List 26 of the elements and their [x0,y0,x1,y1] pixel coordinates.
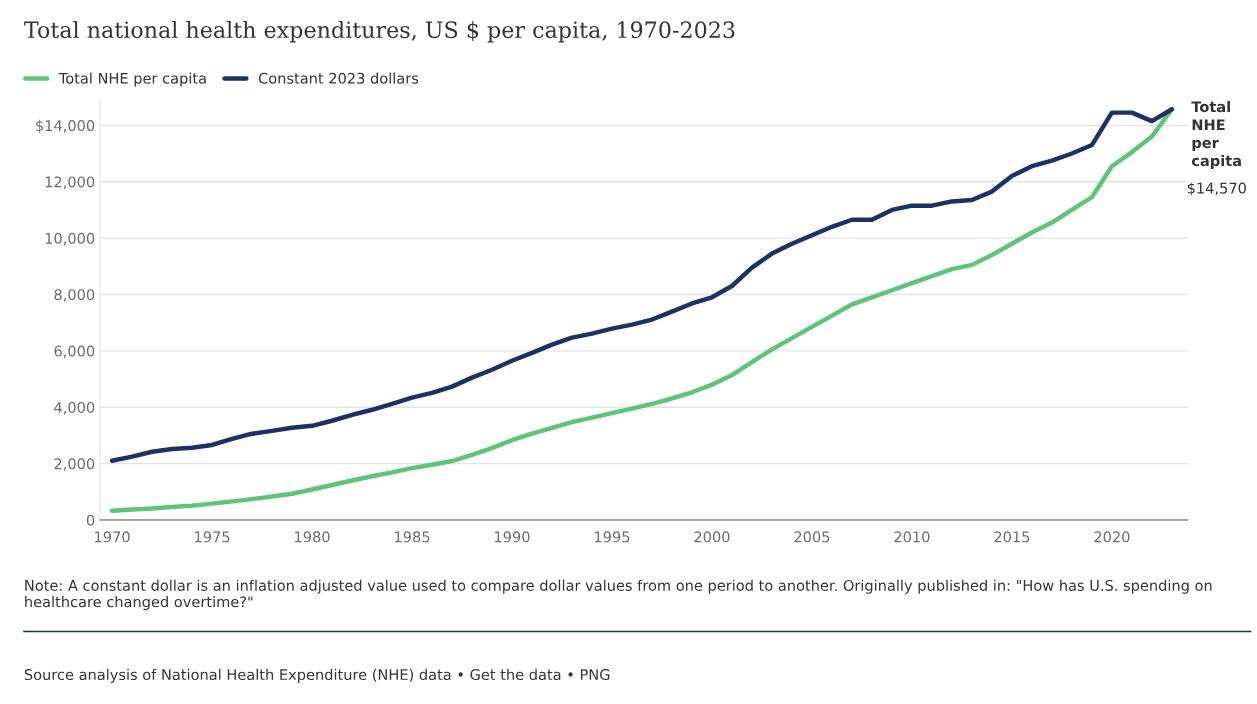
x-tick-label: 2005 [794,531,830,543]
y-tick-label: $14,000 [36,119,95,134]
y-tick-label: 0 [86,514,95,526]
x-tick-label: 1980 [295,531,330,543]
x-tick-label: 1975 [195,531,230,543]
y-tick-label: 12,000 [45,176,95,189]
x-tick-label: 1995 [595,531,630,543]
x-tick-label: 2010 [894,531,930,543]
x-tick-label: 1990 [495,531,530,543]
annotation: Total NHE per capita [1191,100,1241,170]
chart-title: Total national health expenditures, US $ per capita, 1970-2023 [24,20,735,43]
y-tick-label: 10,000 [45,232,95,246]
x-tick-label: 1985 [395,531,430,543]
x-tick-label: 1970 [95,531,130,543]
source-note: Source analysis of National Health Expenditure (NHE) data • Get the data • PNG [24,668,610,683]
y-tick-label: 2,000 [54,458,95,471]
legend-label: Total NHE per capita [58,72,206,87]
x-tick-label: 2015 [994,531,1030,543]
text: Note: A constant dollar is an inflation adjusted value used to compare dollar values from one period to another. Originally published in: "How has U.S. spending on healthcare changed overtime?" [25,579,1212,611]
x-tick-label: 2020 [1094,531,1130,543]
annotation: $14,570 [1187,182,1246,196]
x-tick-label: 2000 [694,531,730,543]
y-tick-label: 4,000 [54,401,95,415]
legend-label: Constant 2023 dollars [258,72,419,84]
y-tick-label: 8,000 [54,289,95,302]
y-tick-label: 6,000 [54,345,95,359]
